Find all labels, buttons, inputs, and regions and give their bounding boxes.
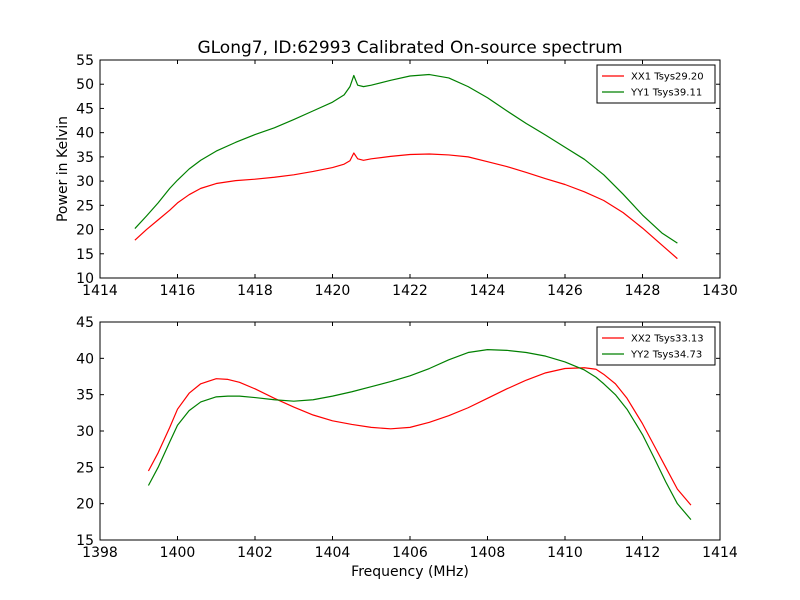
y-tick-label: 50: [76, 77, 94, 93]
x-tick-label: 1412: [625, 545, 661, 561]
y-tick-label: 15: [76, 533, 94, 549]
y-tick-label: 35: [76, 150, 94, 166]
x-tick-label: 1418: [237, 283, 273, 299]
x-tick-label: 1416: [160, 283, 196, 299]
y-tick-label: 45: [76, 101, 94, 117]
bottom-panel: 1398 1400 1402 1404 1406 1408 1410 1412 1414 15 20…: [76, 315, 738, 580]
y-tick-label: 40: [76, 351, 94, 367]
x-tick-label: 1420: [315, 283, 351, 299]
y-tick-label: 15: [76, 247, 94, 263]
series-line-xx2: [147, 367, 692, 506]
legend-entry: XX1 Tsys29.20: [631, 72, 704, 83]
x-tick-label: 1408: [470, 545, 506, 561]
series-line-xx1: [134, 152, 678, 260]
y-tick-label: 10: [76, 271, 94, 287]
legend-entry: YY1 Tsys39.11: [630, 88, 702, 99]
legend-entry: XX2 Tsys33.13: [631, 334, 704, 345]
legend-entry: YY2 Tsys34.73: [630, 350, 702, 361]
x-tick-label: 1398: [82, 545, 118, 561]
x-axis-label: Frequency (MHz): [351, 564, 469, 580]
x-tick-label: 1406: [392, 545, 428, 561]
x-tick-label: 1414: [702, 545, 738, 561]
series-line-yy1: [134, 73, 678, 244]
x-tick-label: 1422: [392, 283, 428, 299]
x-tick-label: 1428: [625, 283, 661, 299]
x-tick-label: 1414: [82, 283, 118, 299]
y-tick-label: 20: [76, 497, 94, 513]
y-tick-label: 30: [76, 174, 94, 190]
x-tick-label: 1410: [547, 545, 583, 561]
legend: XX2 Tsys33.13 YY2 Tsys34.73: [596, 326, 716, 366]
legend-box: [596, 326, 716, 366]
x-tick-label: 1424: [470, 283, 506, 299]
y-axis-label: Power in Kelvin: [55, 116, 71, 222]
y-tick-label: 35: [76, 388, 94, 404]
x-tick-label: 1426: [547, 283, 583, 299]
x-tick-label: 1430: [702, 283, 738, 299]
x-tick-label: 1404: [315, 545, 351, 561]
legend: XX1 Tsys29.20 YY1 Tsys39.11: [596, 64, 716, 104]
legend-box: [596, 64, 716, 104]
top-panel: 1414 1416 1418 1420 1422 1424 1426 1428 1430 10 15…: [55, 53, 738, 299]
y-tick-label: 45: [76, 315, 94, 331]
y-tick-label: 25: [76, 198, 94, 214]
x-tick-label: 1400: [160, 545, 196, 561]
x-tick-label: 1402: [237, 545, 273, 561]
y-tick-label: 55: [76, 53, 94, 69]
series-line-yy2: [147, 349, 692, 521]
chart-title: GLong7, ID:62993 Calibrated On-source sp…: [197, 38, 622, 58]
y-tick-label: 40: [76, 126, 94, 142]
y-tick-label: 25: [76, 460, 94, 476]
y-tick-label: 30: [76, 424, 94, 440]
y-tick-label: 20: [76, 223, 94, 239]
